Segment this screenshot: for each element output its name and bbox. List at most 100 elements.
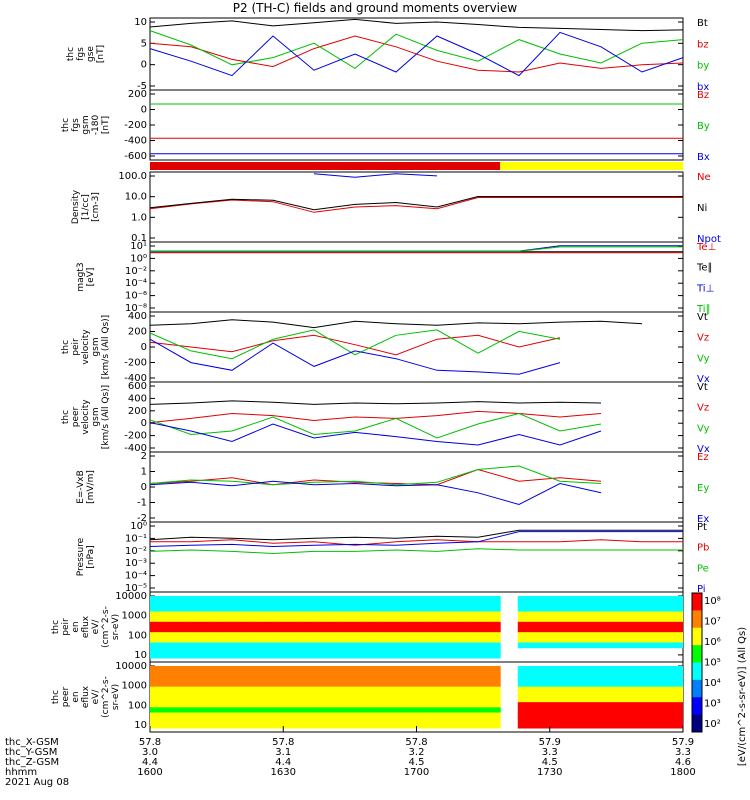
spectrogram-cell bbox=[278, 707, 285, 713]
y-tick-label: 600 bbox=[128, 381, 147, 392]
spectrogram-cell bbox=[336, 637, 344, 643]
spectrogram-cell bbox=[342, 632, 349, 638]
spectrogram-cell bbox=[278, 642, 285, 649]
spectrogram-cell bbox=[447, 606, 454, 612]
spectrogram-cell bbox=[196, 642, 204, 649]
legend-entry: Npot bbox=[697, 234, 721, 245]
spectrogram-cell bbox=[330, 676, 338, 682]
spectrogram-cell bbox=[208, 627, 215, 633]
spectrogram-cell bbox=[424, 717, 431, 724]
spectrogram-cell bbox=[161, 627, 169, 633]
spectrogram-cell bbox=[255, 647, 262, 654]
spectrogram-cell bbox=[196, 647, 204, 654]
spectrogram-cell bbox=[231, 611, 239, 618]
spectrogram-cell bbox=[255, 596, 262, 602]
spectrogram-cell bbox=[447, 621, 454, 628]
spectrogram-cell bbox=[179, 707, 186, 713]
spectrogram-cell bbox=[272, 671, 279, 677]
spectrogram-cell bbox=[185, 666, 192, 672]
spectrogram-cell bbox=[319, 702, 326, 708]
spectrogram-cell bbox=[208, 642, 215, 649]
spectrogram-cell bbox=[185, 621, 192, 628]
spectrogram-cell bbox=[476, 666, 484, 672]
spectrogram-cell bbox=[190, 676, 198, 682]
spectrogram-cell bbox=[360, 707, 367, 713]
spectrogram-cell bbox=[319, 652, 326, 659]
y-axis-label: thcpeirenefluxeV/(cm^2-s-sr-eV) bbox=[51, 606, 121, 648]
y-tick-label: 0.1 bbox=[131, 233, 147, 244]
spectrogram-cell bbox=[465, 707, 472, 713]
spectrogram-cell bbox=[266, 611, 274, 618]
spectrogram-cell bbox=[447, 632, 454, 638]
spectrogram-cell bbox=[196, 652, 204, 659]
spectrogram-cell bbox=[406, 632, 414, 638]
spectrogram-cell bbox=[214, 642, 221, 649]
spectrogram-cell bbox=[371, 616, 379, 623]
y-tick-label: 200 bbox=[128, 89, 147, 100]
spectrogram-cell bbox=[412, 611, 419, 618]
spectrogram-cell bbox=[395, 637, 402, 643]
spectrogram-cell bbox=[406, 676, 414, 682]
spectrogram-cell bbox=[465, 681, 472, 688]
spectrogram-cell bbox=[395, 621, 402, 628]
spectrogram-cell bbox=[395, 691, 402, 698]
spectrogram-cell bbox=[377, 707, 384, 713]
spectrogram-cell bbox=[260, 712, 268, 719]
spectrogram-cell bbox=[319, 647, 326, 654]
spectrogram-cell bbox=[371, 642, 379, 649]
footer-value: 4.6 bbox=[675, 757, 691, 768]
spectrogram-cell bbox=[447, 627, 454, 633]
y-tick-label: -200 bbox=[124, 358, 147, 369]
spectrogram-cell bbox=[208, 621, 215, 628]
spectrogram-cell bbox=[400, 596, 408, 602]
spectrogram-cell bbox=[220, 676, 227, 682]
spectrogram-cell bbox=[400, 702, 408, 708]
spectrogram-cell bbox=[395, 702, 402, 708]
spectrogram-cell bbox=[272, 652, 279, 659]
spectrogram-cell bbox=[208, 702, 215, 708]
spectrogram-cell bbox=[260, 676, 268, 682]
spectrogram-cell bbox=[354, 676, 361, 682]
spectrogram-cell bbox=[354, 697, 361, 703]
spectrogram-cell bbox=[290, 712, 297, 719]
spectrogram-cell bbox=[196, 722, 204, 729]
legend-entry: Pi bbox=[697, 584, 706, 595]
spectrogram-cell bbox=[208, 637, 215, 643]
spectrogram-cell bbox=[389, 712, 396, 719]
spectrogram-cell bbox=[395, 676, 402, 682]
spectrogram-cell bbox=[336, 601, 344, 607]
spectrogram-cell bbox=[371, 637, 379, 643]
spectrogram-cell bbox=[272, 621, 279, 628]
spectrogram-cell bbox=[255, 642, 262, 649]
spectrogram-cell bbox=[208, 632, 215, 638]
spectrogram-cell bbox=[295, 642, 303, 649]
spectrogram-cell bbox=[278, 616, 285, 623]
spectrogram-cell bbox=[196, 697, 204, 703]
spectrogram-cell bbox=[517, 691, 683, 698]
spectrogram-cell bbox=[447, 642, 454, 649]
y-tick-label: -400 bbox=[124, 443, 147, 454]
spectrogram-cell bbox=[173, 637, 180, 643]
y-tick-label: 1.0 bbox=[131, 212, 147, 223]
spectrogram-cell bbox=[185, 722, 192, 729]
spectrogram-cell bbox=[400, 647, 408, 654]
spectrogram-cell bbox=[470, 712, 478, 719]
spectrogram-cell bbox=[202, 671, 209, 677]
spectrogram-cell bbox=[377, 702, 384, 708]
spectrogram-cell bbox=[185, 702, 192, 708]
spectrogram-cell bbox=[325, 606, 332, 612]
spectrogram-cell bbox=[435, 722, 443, 729]
spectrogram-cell bbox=[476, 712, 484, 719]
spectrogram-cell bbox=[412, 676, 419, 682]
spectrogram-cell bbox=[453, 596, 460, 602]
spectrogram-cell bbox=[225, 712, 233, 719]
spectrogram-cell bbox=[237, 627, 244, 633]
spectrogram-cell bbox=[441, 681, 449, 688]
panel-temperature: 10¹10⁰10⁻²10⁻⁴10⁻⁶10⁻⁸magt3[eV]Te⊥Te∥Ti⊥… bbox=[76, 241, 716, 315]
spectrogram-cell bbox=[214, 707, 221, 713]
spectrogram-cell bbox=[266, 707, 274, 713]
spectrogram-cell bbox=[342, 616, 349, 623]
spectrogram-cell bbox=[155, 676, 163, 682]
spectrogram-cell bbox=[494, 647, 501, 654]
spectrogram-cell bbox=[225, 676, 233, 682]
